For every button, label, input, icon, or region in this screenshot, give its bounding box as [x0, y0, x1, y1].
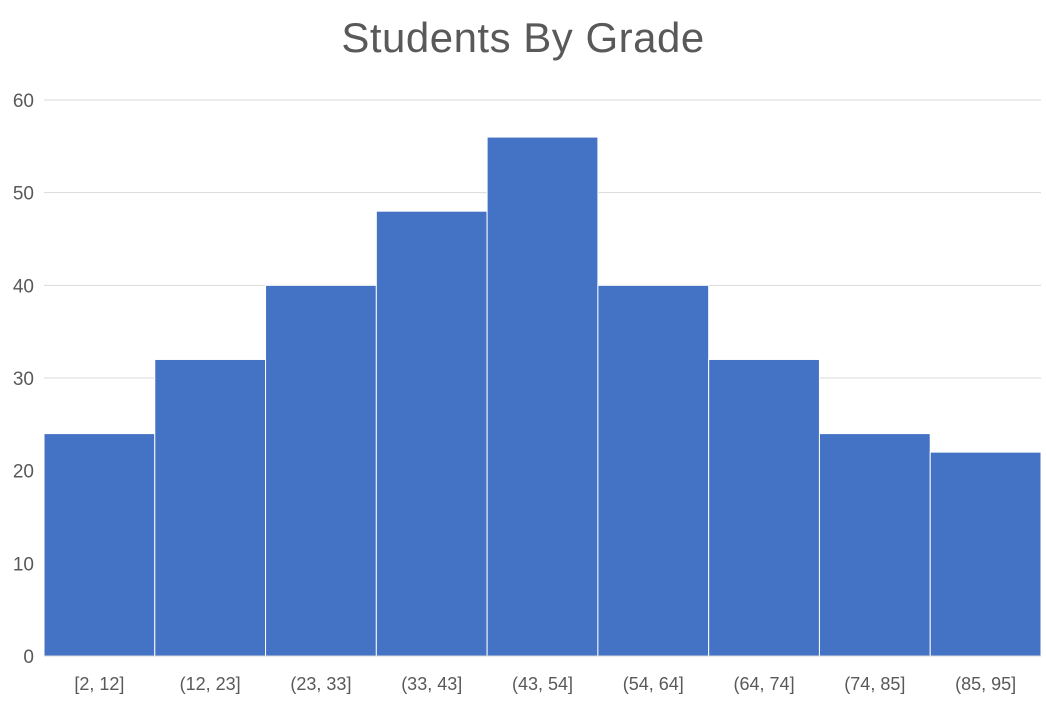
x-tick-label: (54, 64] — [623, 674, 684, 694]
x-tick-label: (23, 33] — [290, 674, 351, 694]
x-tick-label: (85, 95] — [955, 674, 1016, 694]
bar-5 — [597, 284, 710, 657]
y-tick-label: 10 — [13, 554, 34, 575]
x-tick-label: (64, 74] — [734, 674, 795, 694]
y-tick-label: 30 — [13, 369, 34, 390]
y-tick-label: 0 — [23, 647, 34, 668]
chart-title: Students By Grade — [341, 14, 705, 61]
x-tick-label: (74, 85] — [844, 674, 905, 694]
x-tick-label: (12, 23] — [180, 674, 241, 694]
bar-1 — [154, 358, 267, 657]
bar-8 — [929, 451, 1042, 657]
x-tick-label: (33, 43] — [401, 674, 462, 694]
y-tick-label: 50 — [13, 184, 34, 205]
bar-6 — [708, 358, 820, 657]
bar-0 — [43, 433, 156, 657]
y-tick-label: 40 — [13, 276, 34, 297]
x-tick-label: (43, 54] — [512, 674, 573, 694]
y-tick-label: 60 — [13, 91, 34, 112]
bar-4 — [486, 136, 599, 657]
bar-2 — [265, 284, 377, 657]
bar-3 — [375, 210, 488, 657]
y-tick-label: 20 — [13, 462, 34, 483]
x-tick-label: [2, 12] — [74, 674, 124, 694]
bar-7 — [818, 433, 931, 657]
